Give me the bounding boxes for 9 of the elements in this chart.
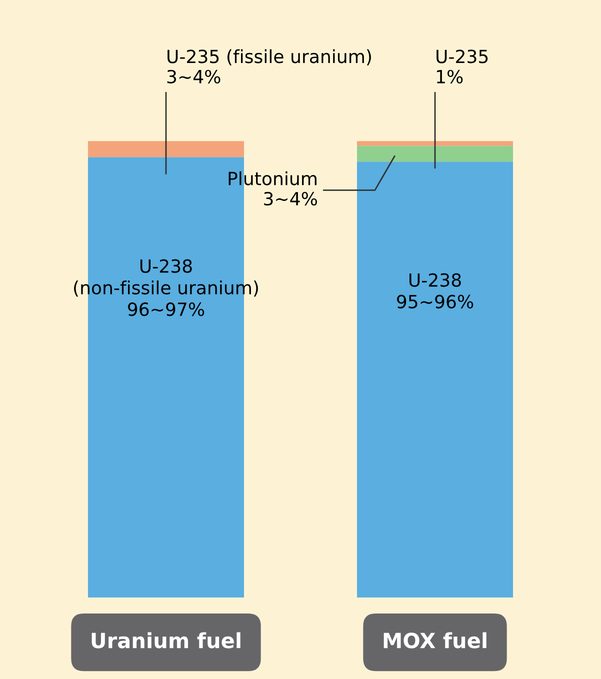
bar xyxy=(88,141,244,158)
x-tick-label: MOX fuel xyxy=(384,632,486,648)
bar xyxy=(356,162,514,598)
data-label: U-235 1% xyxy=(436,50,488,84)
bar xyxy=(356,146,514,162)
bar xyxy=(356,141,514,146)
data-label: U-238 95∼96% xyxy=(397,273,474,308)
x-tick-label: Uranium fuel xyxy=(92,632,240,648)
data-label: U-235 (fissile uranium) 3∼4% xyxy=(167,49,371,84)
